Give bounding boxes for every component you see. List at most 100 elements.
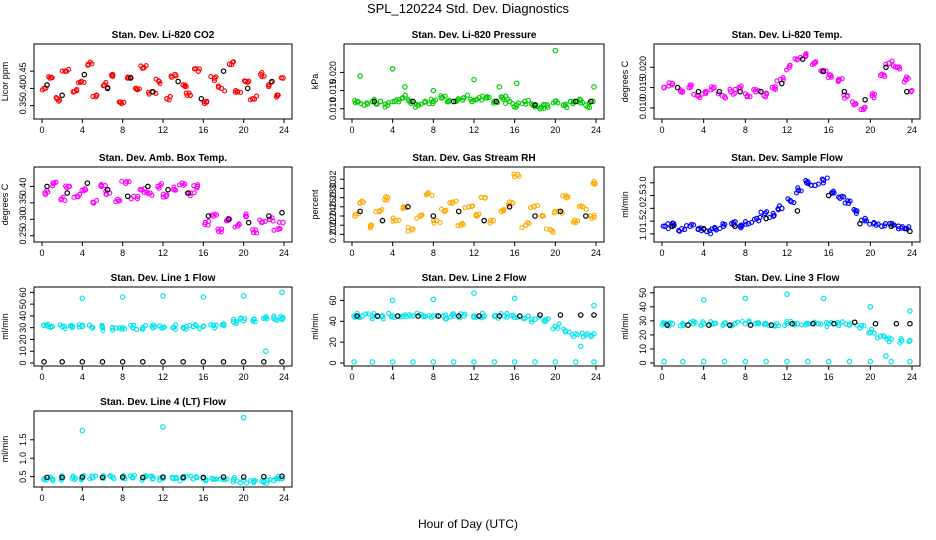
- data-point: [496, 313, 503, 319]
- data-point: [775, 323, 782, 329]
- data-point: [254, 230, 260, 236]
- data-point: [183, 90, 189, 96]
- data-point: [857, 220, 863, 227]
- data-point: [882, 223, 888, 229]
- y-tick-label: 0.40: [18, 178, 28, 196]
- data-point: [540, 213, 546, 219]
- y-axis-label: percent: [310, 189, 320, 220]
- data-point: [669, 223, 676, 230]
- data-point: [459, 220, 465, 227]
- x-tick-label: 4: [701, 125, 706, 135]
- data-point: [886, 339, 892, 345]
- data-point: [465, 92, 471, 98]
- x-tick-label: 0: [349, 125, 354, 135]
- data-point: [205, 213, 212, 219]
- data-point: [584, 331, 591, 337]
- data-point: [744, 94, 750, 100]
- data-point: [487, 220, 493, 226]
- data-point: [591, 312, 597, 318]
- data-point: [430, 296, 437, 303]
- data-point: [85, 62, 91, 68]
- data-point: [898, 336, 904, 342]
- data-point: [841, 88, 848, 95]
- points-layer: [42, 178, 286, 236]
- data-point: [738, 83, 744, 89]
- data-point: [907, 337, 913, 344]
- data-point: [133, 86, 140, 92]
- panel-7: Stan. Dev. Line 1 Flow ml/min 0 4 8 12 16 20 24 0…: [0, 273, 293, 382]
- data-point: [230, 479, 236, 485]
- data-point: [62, 326, 68, 332]
- data-point: [867, 358, 874, 365]
- data-point: [897, 66, 903, 72]
- panel-10: Stan. Dev. Line 4 (LT) Flow ml/min 0 4 8 12 16…: [0, 397, 293, 503]
- data-point: [392, 217, 399, 224]
- data-point: [410, 98, 416, 105]
- data-point: [200, 359, 207, 365]
- data-point: [907, 308, 913, 314]
- data-point: [700, 297, 707, 303]
- x-tick-label: 24: [279, 493, 289, 503]
- data-point: [215, 228, 221, 234]
- data-point: [268, 79, 274, 86]
- data-point: [280, 314, 286, 321]
- data-point: [866, 330, 872, 336]
- data-point: [660, 223, 666, 229]
- x-tick-label: 8: [120, 372, 125, 382]
- y-tick-label: 20: [328, 337, 338, 347]
- data-point: [397, 314, 403, 320]
- data-point: [505, 96, 511, 102]
- data-point: [119, 294, 126, 300]
- data-point: [787, 62, 793, 68]
- data-point: [586, 105, 593, 111]
- data-point: [763, 215, 769, 222]
- data-point: [269, 78, 275, 85]
- data-point: [157, 477, 163, 483]
- data-point: [357, 200, 363, 206]
- data-point: [909, 88, 915, 94]
- data-point: [358, 101, 364, 107]
- data-point: [160, 474, 166, 480]
- y-tick-label: 0: [328, 360, 338, 365]
- points-layer: [659, 291, 913, 365]
- data-point: [519, 225, 525, 231]
- data-point: [351, 359, 357, 365]
- data-point: [706, 322, 712, 328]
- data-point: [382, 101, 388, 107]
- data-point: [798, 188, 804, 194]
- data-point: [700, 225, 707, 232]
- data-point: [394, 313, 401, 319]
- data-point: [532, 316, 538, 323]
- data-point: [771, 212, 777, 218]
- data-point: [43, 192, 49, 198]
- data-point: [511, 295, 518, 302]
- data-point: [125, 74, 131, 80]
- data-point: [737, 88, 743, 95]
- data-point: [791, 199, 797, 206]
- data-point: [389, 359, 396, 365]
- x-tick-label: 20: [239, 248, 249, 258]
- x-tick-label: 24: [279, 248, 289, 258]
- data-point: [49, 74, 55, 80]
- data-point: [400, 313, 406, 319]
- x-tick-label: 4: [80, 372, 85, 382]
- data-point: [99, 323, 105, 329]
- data-point: [867, 304, 874, 310]
- data-point: [244, 85, 251, 92]
- data-point: [131, 322, 137, 328]
- data-point: [396, 96, 402, 102]
- data-point: [716, 88, 723, 95]
- x-tick-label: 24: [279, 372, 289, 382]
- data-point: [545, 316, 551, 322]
- data-point: [479, 310, 485, 316]
- y-tick-label: 20: [18, 334, 28, 344]
- data-point: [140, 474, 146, 481]
- data-point: [782, 323, 788, 329]
- data-point: [853, 210, 859, 217]
- data-point: [903, 74, 909, 80]
- data-point: [742, 358, 749, 365]
- data-point: [897, 340, 903, 346]
- data-point: [795, 185, 801, 191]
- data-point: [210, 322, 217, 329]
- data-point: [232, 89, 239, 95]
